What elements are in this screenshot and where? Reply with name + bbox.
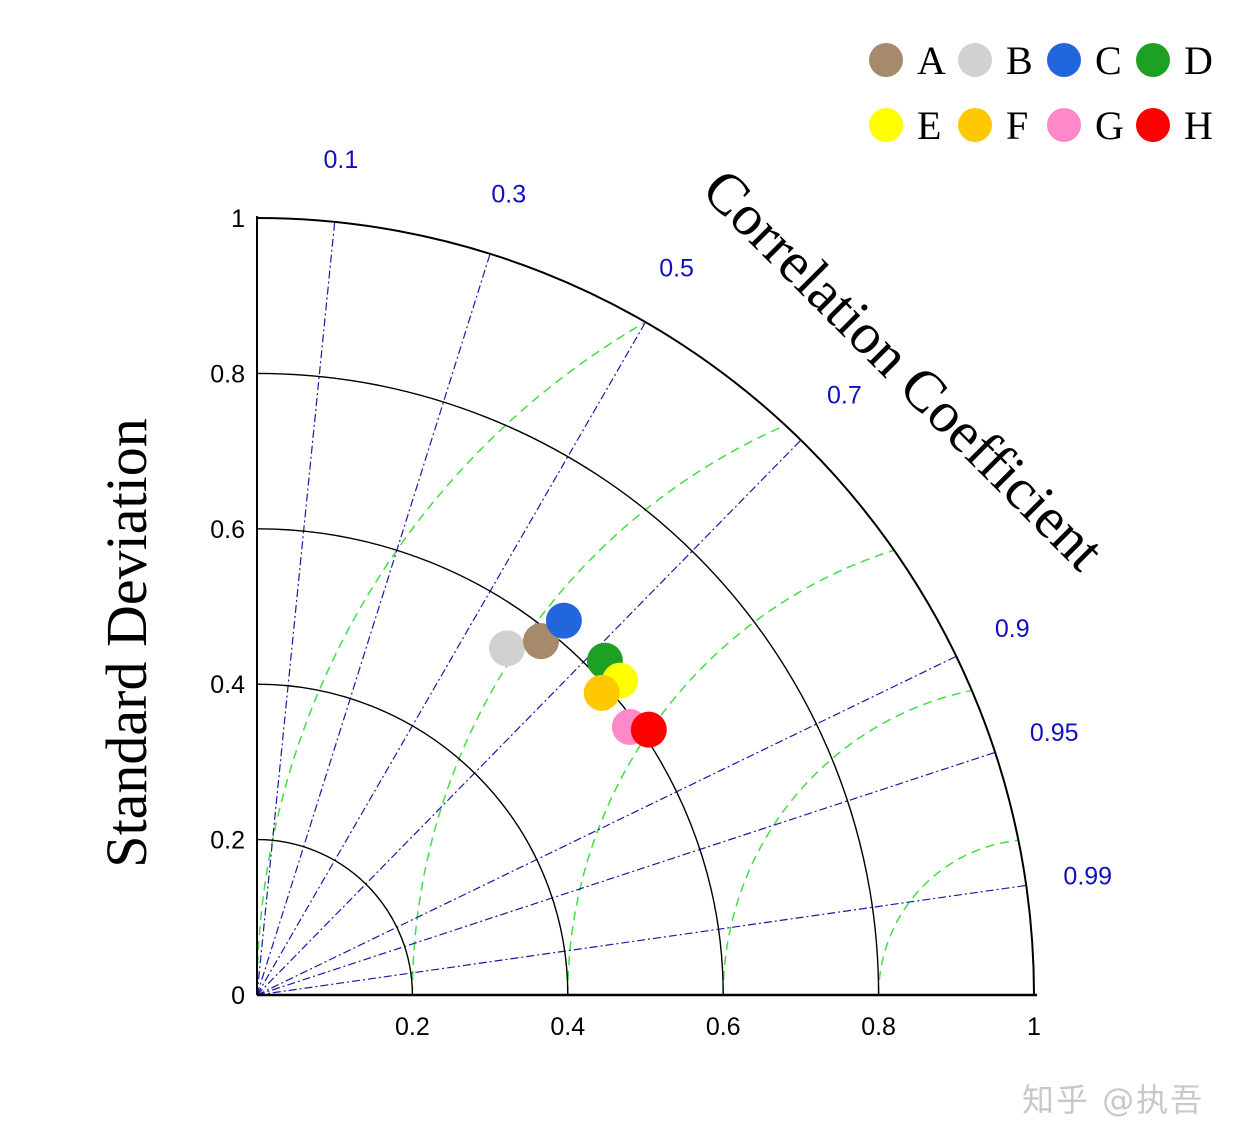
legend-label-f: F <box>1006 103 1028 148</box>
std-arc <box>256 372 880 996</box>
legend-label-e: E <box>917 103 941 148</box>
correlation-ray <box>256 253 491 996</box>
watermark: 知乎 @执吾 <box>1022 1081 1205 1119</box>
legend-marker-b <box>958 43 992 77</box>
rms-contour <box>722 689 972 995</box>
x-tick-label: 0.4 <box>550 1013 585 1041</box>
legend-label-b: B <box>1006 38 1033 83</box>
correlation-tick-label: 0.5 <box>659 254 694 282</box>
correlation-ray <box>256 439 802 996</box>
legend-marker-h <box>1136 108 1170 142</box>
legend-marker-c <box>1047 43 1081 77</box>
correlation-ray <box>256 884 1027 996</box>
axes: 0 0.2 0.4 0.6 0.8 1 0.2 0.4 0.6 0.8 1 <box>210 205 1041 1041</box>
legend-label-g: G <box>1095 103 1124 148</box>
legend: A B C D E F G H <box>869 38 1213 148</box>
legend-label-d: D <box>1184 38 1213 83</box>
data-point-f <box>583 674 620 711</box>
y-tick-label: 0 <box>231 982 245 1010</box>
data-point-h <box>630 711 667 748</box>
data-point-c <box>545 602 582 639</box>
correlation-ray <box>256 655 957 996</box>
legend-label-h: H <box>1184 103 1213 148</box>
rms-contours <box>256 322 1019 995</box>
rms-contour <box>567 549 894 995</box>
correlation-tick-label: 0.95 <box>1030 719 1079 747</box>
correlation-tick-label: 0.3 <box>491 180 526 208</box>
legend-marker-g <box>1047 108 1081 142</box>
rms-contour <box>877 839 1019 995</box>
correlation-tick-label: 0.1 <box>324 146 359 174</box>
y-tick-label: 1 <box>231 205 245 233</box>
std-arc <box>256 838 414 996</box>
legend-marker-a <box>869 43 903 77</box>
legend-label-c: C <box>1095 38 1122 83</box>
arc-title: Correlation Coefficient <box>690 156 1117 583</box>
std-arc <box>256 683 569 996</box>
data-point-b <box>488 630 525 667</box>
y-tick-label: 0.6 <box>210 516 245 544</box>
correlation-tick-label: 0.99 <box>1063 863 1112 891</box>
data-points <box>488 602 667 748</box>
legend-marker-e <box>869 108 903 142</box>
x-tick-label: 0.6 <box>706 1013 741 1041</box>
y-tick-label: 0.2 <box>210 827 245 855</box>
legend-marker-f <box>958 108 992 142</box>
correlation-ray <box>256 221 336 996</box>
y-axis-title: Standard Deviation <box>94 418 159 867</box>
rms-contour <box>256 322 645 995</box>
x-tick-label: 0.2 <box>395 1013 430 1041</box>
y-tick-label: 0.8 <box>210 360 245 388</box>
correlation-ray <box>256 321 647 996</box>
correlation-tick-label: 0.9 <box>995 615 1030 643</box>
rms-contour <box>411 425 784 995</box>
correlation-tick-label: 0.7 <box>827 382 862 410</box>
legend-label-a: A <box>917 38 946 83</box>
correlation-ray <box>256 751 996 996</box>
y-tick-label: 0.4 <box>210 671 245 699</box>
std-arc <box>256 217 1035 996</box>
x-tick-label: 1 <box>1027 1013 1041 1041</box>
std-arc <box>256 528 724 996</box>
correlation-rays: 0.1 0.3 0.5 0.7 0.9 0.95 0.99 <box>256 146 1112 996</box>
std-arcs <box>256 217 1035 996</box>
legend-marker-d <box>1136 43 1170 77</box>
x-tick-label: 0.8 <box>861 1013 896 1041</box>
